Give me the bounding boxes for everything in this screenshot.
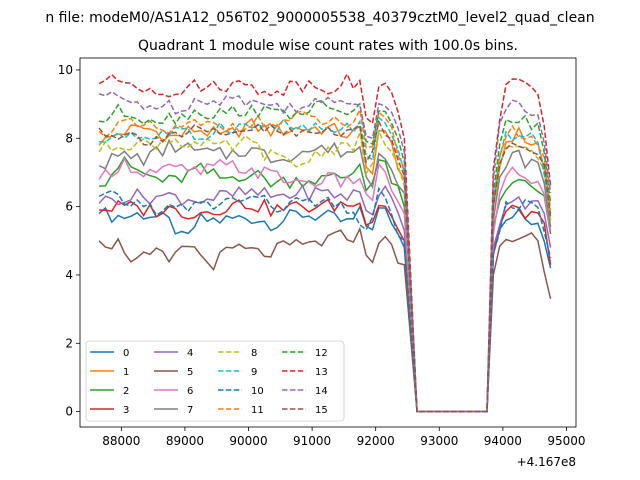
x-offset-label: +4.167e8 [517,455,576,469]
legend-label-5: 5 [187,367,193,378]
x-tick-label: 90000 [229,434,267,448]
y-tick-label: 10 [58,63,73,77]
legend-label-1: 1 [123,367,129,378]
y-tick-label: 8 [65,131,73,145]
legend-label-8: 8 [251,348,257,359]
legend-label-4: 4 [187,348,193,359]
legend-label-6: 6 [187,386,193,397]
legend-label-15: 15 [315,405,328,416]
legend-label-0: 0 [123,348,129,359]
chart-subtitle: n file: modeM0/AS1A12_056T02_9000005538_… [45,10,594,26]
x-tick-label: 88000 [102,434,140,448]
x-tick-label: 94000 [484,434,522,448]
y-tick-label: 6 [65,200,73,214]
legend-label-14: 14 [315,386,328,397]
x-tick-label: 89000 [166,434,204,448]
y-tick-label: 0 [65,405,73,419]
axes: 88000 89000 90000 91000 92000 93000 94000 95000… [58,63,586,448]
x-tick-label: 93000 [420,434,458,448]
legend-label-2: 2 [123,386,129,397]
legend-label-10: 10 [251,386,264,397]
x-tick-label: 91000 [293,434,331,448]
legend-label-12: 12 [315,348,328,359]
plot-area [79,57,577,428]
legend-label-9: 9 [251,367,257,378]
x-tick-label: 95000 [547,434,585,448]
chart-title: Quadrant 1 module wise count rates with … [138,38,518,54]
legend-box [85,340,345,422]
legend-label-3: 3 [123,405,129,416]
series-layer [98,72,552,413]
series-line-8 [98,128,552,413]
y-tick-label: 4 [65,268,73,282]
legend-label-13: 13 [315,367,328,378]
legend-label-7: 7 [187,405,193,416]
series-line-15 [98,119,552,413]
legend-label-11: 11 [251,405,264,416]
x-tick-label: 92000 [357,434,395,448]
y-tick-label: 2 [65,336,73,350]
